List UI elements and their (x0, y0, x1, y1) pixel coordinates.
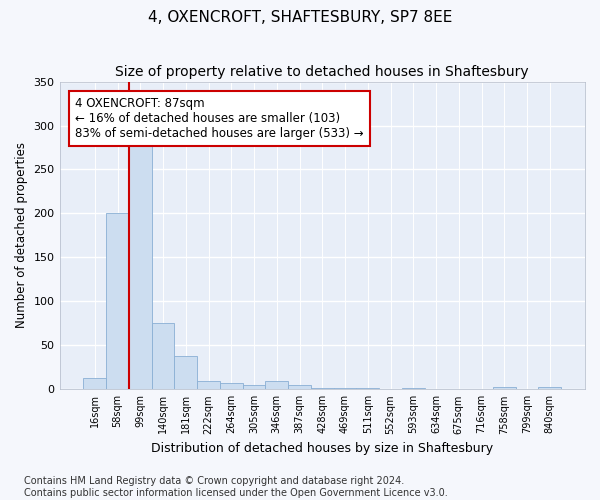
Bar (242, 385, 265, 390)
Bar (334, 388, 356, 390)
Bar (175, 356, 197, 390)
Bar (265, 380, 288, 390)
Title: Size of property relative to detached houses in Shaftesbury: Size of property relative to detached ho… (115, 65, 529, 79)
Bar (106, 214, 129, 390)
Bar (220, 383, 242, 390)
Text: Contains HM Land Registry data © Crown copyright and database right 2024.
Contai: Contains HM Land Registry data © Crown c… (24, 476, 448, 498)
Bar (197, 380, 220, 390)
Bar (129, 140, 152, 390)
Text: 4 OXENCROFT: 87sqm
← 16% of detached houses are smaller (103)
83% of semi-detach: 4 OXENCROFT: 87sqm ← 16% of detached hou… (76, 97, 364, 140)
Bar (152, 324, 175, 390)
Bar (311, 388, 334, 390)
Y-axis label: Number of detached properties: Number of detached properties (15, 142, 28, 328)
Bar (356, 388, 379, 390)
Bar (538, 386, 561, 390)
Bar (83, 378, 106, 390)
Bar (402, 388, 425, 390)
X-axis label: Distribution of detached houses by size in Shaftesbury: Distribution of detached houses by size … (151, 442, 493, 455)
Text: 4, OXENCROFT, SHAFTESBURY, SP7 8EE: 4, OXENCROFT, SHAFTESBURY, SP7 8EE (148, 10, 452, 25)
Bar (288, 385, 311, 390)
Bar (493, 386, 515, 390)
